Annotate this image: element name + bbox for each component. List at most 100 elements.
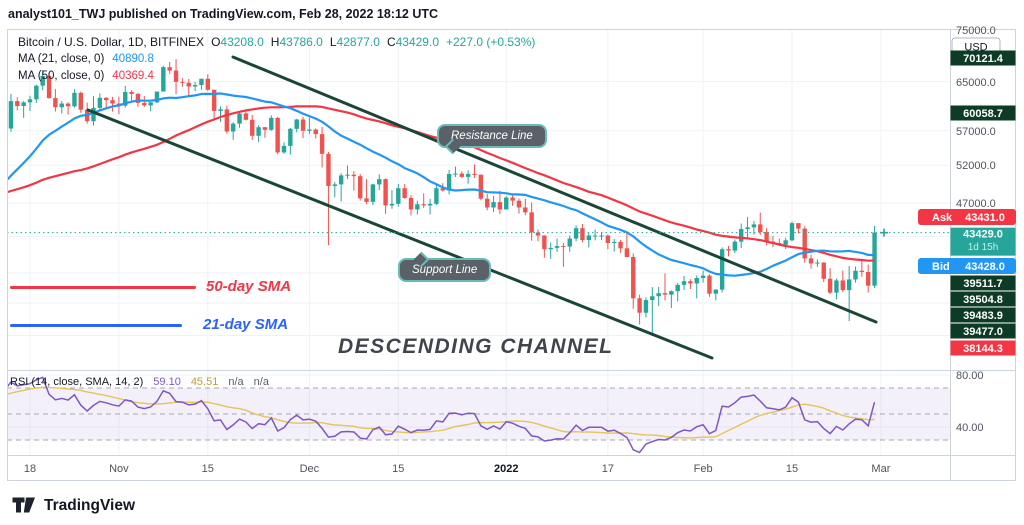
candle-body [446, 173, 452, 191]
descending-channel-label[interactable]: DESCENDING CHANNEL [338, 335, 614, 358]
candle-body [300, 119, 306, 131]
trendline-resistance[interactable] [231, 55, 878, 324]
candle-body [853, 270, 858, 280]
candle-body [142, 102, 147, 106]
price-level-badge [950, 50, 1016, 66]
sma21-text-label[interactable]: 21-day SMA [203, 316, 289, 333]
chart-legend: Bitcoin / U.S. Dollar, 1D, BITFINEX O4320… [18, 34, 535, 84]
price-axis-badges: 70121.4 60058.7 39511.7 39504.8 39483.9 39477… [918, 50, 1016, 356]
candle-body [516, 200, 522, 208]
candle-body [815, 262, 820, 264]
candle-body [472, 173, 477, 175]
rsi-tick-label: 80.00 [956, 370, 984, 382]
low-value: 42877.0 [336, 35, 380, 49]
price-level-badge [950, 105, 1016, 121]
candle-body [256, 127, 261, 136]
candle-body [364, 198, 369, 202]
candle-body [808, 258, 814, 264]
sma50-drawn-line[interactable] [10, 286, 196, 289]
candle-body [624, 248, 630, 257]
candle-body [821, 262, 826, 279]
candle-body [561, 246, 566, 248]
resistance-line-callout[interactable]: Resistance Line [437, 124, 547, 155]
symbol-title[interactable]: Bitcoin / U.S. Dollar, 1D, BITFINEX [18, 35, 205, 49]
candle-body [46, 75, 52, 99]
rsi-tick-label: 40.00 [956, 422, 984, 434]
rsi-legend[interactable]: RSI (14, close, SMA, 14, 2) 59.10 45.51 n/a… [10, 376, 269, 388]
candle-body [243, 113, 249, 120]
candle-body [554, 246, 560, 248]
candle-body [275, 117, 280, 153]
candle-body [764, 232, 769, 242]
candle-body [567, 238, 572, 247]
time-axis[interactable]: 18 Nov 15 Dec 15 2022 17 Feb 15 Mar [24, 463, 891, 475]
price-tick-label: 52000.0 [956, 160, 996, 172]
candle-body [186, 82, 191, 87]
candle-body [288, 128, 293, 146]
rsi-line [7, 376, 876, 454]
candle-body [758, 224, 763, 233]
candle-body [59, 103, 64, 108]
candle-body [529, 212, 534, 233]
time-tick-label: 15 [202, 463, 214, 475]
candle-body [402, 188, 407, 198]
rsi-ma-line [7, 386, 875, 439]
candle-body [104, 97, 109, 101]
time-tick-label: 17 [602, 463, 614, 475]
candle-body [662, 293, 668, 295]
candle-body [866, 272, 871, 286]
candle-body [313, 129, 318, 135]
ma21-line [7, 92, 875, 277]
candle-body [605, 235, 611, 243]
change-value: +227.0 (+0.53%) [446, 35, 536, 49]
ma50-value: 40369.4 [112, 70, 154, 82]
candle-body [415, 204, 420, 210]
candle-body [294, 119, 299, 129]
price-level-badge-text: 60058.7 [963, 108, 1003, 120]
candle-body [656, 293, 661, 297]
candle-body [485, 198, 490, 208]
rsi-title: RSI (14, close, SMA, 14, 2) [10, 376, 144, 388]
price-level-badge-text: 39483.9 [963, 310, 1003, 322]
ma21-legend[interactable]: MA (21, close, 0) 40890.8 [18, 51, 535, 67]
candle-body [123, 92, 128, 106]
candle-body [573, 228, 579, 239]
sma50-text-label[interactable]: 50-day SMA [206, 278, 292, 295]
ma50-legend[interactable]: MA (50, close, 0) 40369.4 [18, 68, 535, 84]
rsi-na-2: n/a [253, 376, 269, 388]
price-tick-label: 75000.0 [956, 25, 996, 37]
bid-value: 43428.0 [965, 261, 1005, 273]
candle-body [542, 235, 547, 250]
open-label: O [211, 35, 221, 49]
sma21-drawn-line[interactable] [10, 324, 182, 327]
close-label: C [386, 35, 396, 49]
candle-body [389, 203, 395, 206]
candle-body [78, 92, 83, 110]
candle-body [345, 174, 350, 176]
candle-body [218, 109, 223, 111]
candle-body [231, 123, 236, 132]
trendline-support[interactable] [86, 108, 714, 360]
price-level-badge-text: 39477.0 [963, 326, 1003, 338]
candle-body [154, 91, 160, 103]
price-axis[interactable]: 75000.0 65000.0 57000.0 52000.0 47000.0 80.00… [956, 25, 996, 434]
candle-body [612, 241, 617, 243]
ma21-value: 40890.8 [112, 53, 154, 65]
time-tick-label: Feb [694, 463, 713, 475]
high-label: H [270, 35, 280, 49]
time-tick-label: 2022 [494, 463, 518, 475]
candle-body [802, 228, 807, 259]
candle-body [110, 100, 115, 104]
price-tick-label: 57000.0 [956, 126, 996, 138]
candle-body [700, 275, 706, 278]
candle-body [351, 174, 357, 177]
candle-body [148, 102, 153, 106]
time-tick-label: 18 [24, 463, 36, 475]
candle-body [846, 279, 852, 291]
support-line-callout[interactable]: Support Line [398, 251, 492, 282]
candle-body [637, 298, 642, 313]
tradingview-attribution[interactable]: TradingView [12, 495, 135, 516]
candle-body [307, 129, 312, 131]
candle-body [421, 204, 426, 206]
